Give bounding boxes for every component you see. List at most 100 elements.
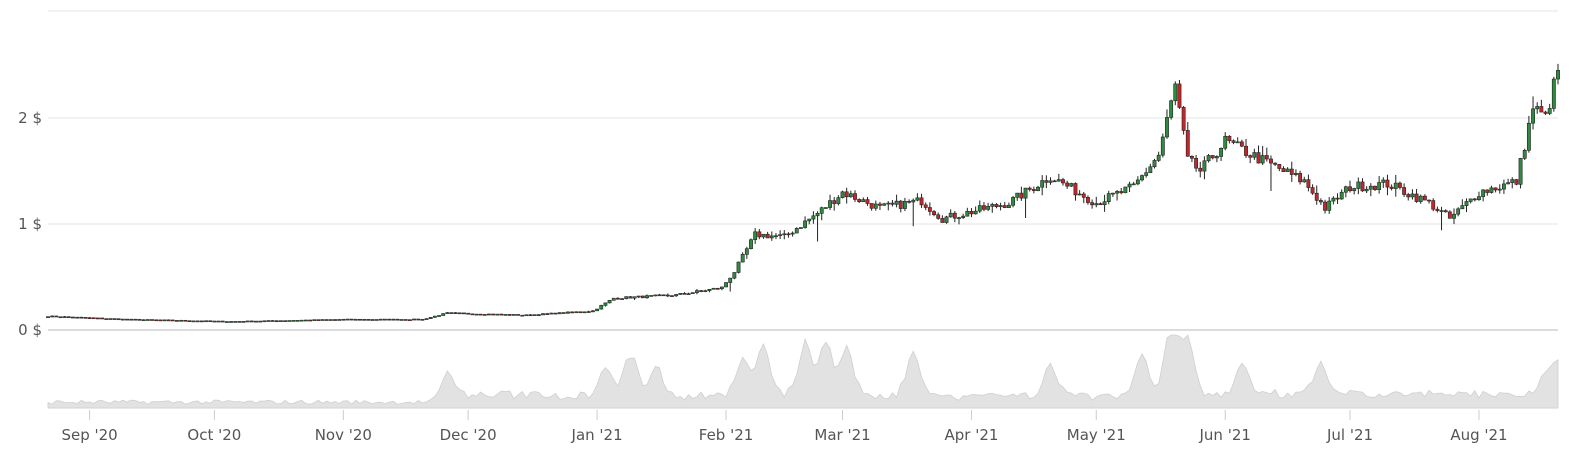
candle-body: [1106, 193, 1111, 202]
candle-body: [291, 320, 296, 322]
candle-body: [1481, 189, 1486, 197]
candle-body: [1431, 200, 1436, 210]
candle-body: [66, 316, 71, 318]
candle-body: [125, 318, 129, 321]
candle-body: [1210, 155, 1215, 159]
candle-body: [678, 293, 683, 295]
candle-body: [1056, 179, 1061, 182]
candle-body: [204, 320, 208, 323]
candle-body: [1223, 135, 1228, 149]
candle-body: [1244, 145, 1248, 156]
candle-body: [665, 294, 670, 297]
candle-body: [907, 201, 911, 203]
candle-body: [258, 320, 263, 323]
candle-body: [1110, 192, 1115, 195]
date-tick-label: Nov '20: [315, 426, 372, 444]
candle-body: [528, 314, 533, 317]
date-tick-label: Oct '20: [187, 426, 241, 444]
candle-body: [1526, 122, 1531, 151]
candle-body: [491, 313, 496, 316]
candle-body: [378, 318, 383, 321]
candle-body: [1277, 164, 1282, 169]
candle-body: [586, 311, 591, 313]
candle-body: [986, 205, 991, 210]
candle-body: [449, 312, 454, 314]
candle-body: [1002, 205, 1007, 208]
candle-body: [299, 319, 304, 322]
candle-body: [603, 302, 608, 306]
candle-body: [316, 319, 321, 321]
candle-body: [1023, 187, 1028, 199]
candle-body: [1235, 141, 1240, 144]
candle-body: [1398, 182, 1402, 188]
candle-body: [857, 199, 862, 202]
candle-body: [1289, 168, 1294, 175]
candle-body: [1535, 106, 1540, 110]
candle-body: [628, 296, 633, 299]
date-tick-label: Mar '21: [814, 426, 870, 444]
candle-body: [279, 320, 283, 322]
candle-body: [1073, 183, 1078, 196]
candle-body: [620, 298, 624, 300]
candle-body: [1227, 135, 1232, 142]
candle-body: [1027, 187, 1032, 190]
volume-area: [47, 334, 1559, 409]
candle-body: [1510, 179, 1515, 183]
candle-body: [1323, 201, 1327, 211]
candle-body: [1006, 204, 1011, 208]
candle-body: [511, 314, 516, 316]
candle-body: [615, 297, 620, 300]
candle-body: [1015, 192, 1020, 198]
candle-body: [445, 312, 450, 314]
candle-body: [353, 318, 358, 321]
candle-body: [828, 200, 832, 208]
candle-body: [482, 314, 487, 316]
candle-body: [894, 200, 899, 205]
candle-body: [948, 212, 953, 218]
candle-body: [266, 320, 271, 322]
candle-body: [557, 312, 562, 315]
candle-body: [470, 313, 475, 316]
candle-body: [1040, 180, 1045, 188]
candle-body: [1069, 183, 1074, 187]
candle-body: [270, 320, 275, 322]
candle-body: [1418, 195, 1423, 202]
candle-body: [441, 313, 446, 316]
candle-body: [582, 311, 587, 314]
candle-body: [794, 228, 799, 234]
candle-body: [724, 282, 728, 288]
date-tick-label: Jun '21: [1199, 426, 1251, 444]
candle-body: [474, 313, 479, 316]
candle-body: [362, 319, 367, 321]
candle-body: [320, 319, 325, 321]
candle-body: [882, 203, 887, 206]
candle-body: [1156, 154, 1161, 161]
candle-body: [699, 290, 704, 292]
candle-body: [736, 261, 741, 273]
candle-body: [100, 317, 104, 320]
candle-body: [195, 320, 200, 323]
candle-body: [199, 320, 204, 323]
candle-body: [432, 315, 437, 318]
candle-body: [1539, 106, 1544, 113]
candle-body: [112, 318, 117, 320]
candle-body: [932, 211, 936, 216]
candle-body: [1094, 203, 1099, 206]
candle-body: [387, 318, 392, 321]
candle-body: [1551, 78, 1556, 109]
candle-body: [91, 317, 96, 320]
candle-body: [262, 320, 267, 323]
candle-body: [1294, 173, 1298, 175]
candle-body: [295, 320, 300, 322]
candle-body: [1036, 186, 1040, 191]
candle-body: [1135, 179, 1140, 185]
candle-body: [1493, 187, 1498, 191]
candle-body: [370, 319, 375, 321]
candle-body: [823, 207, 828, 209]
candle-body: [1522, 150, 1527, 159]
candle-body: [670, 295, 674, 297]
candle-body: [1377, 182, 1382, 190]
candle-body: [95, 317, 100, 320]
candle-body: [682, 293, 687, 295]
candle-body: [653, 294, 658, 297]
